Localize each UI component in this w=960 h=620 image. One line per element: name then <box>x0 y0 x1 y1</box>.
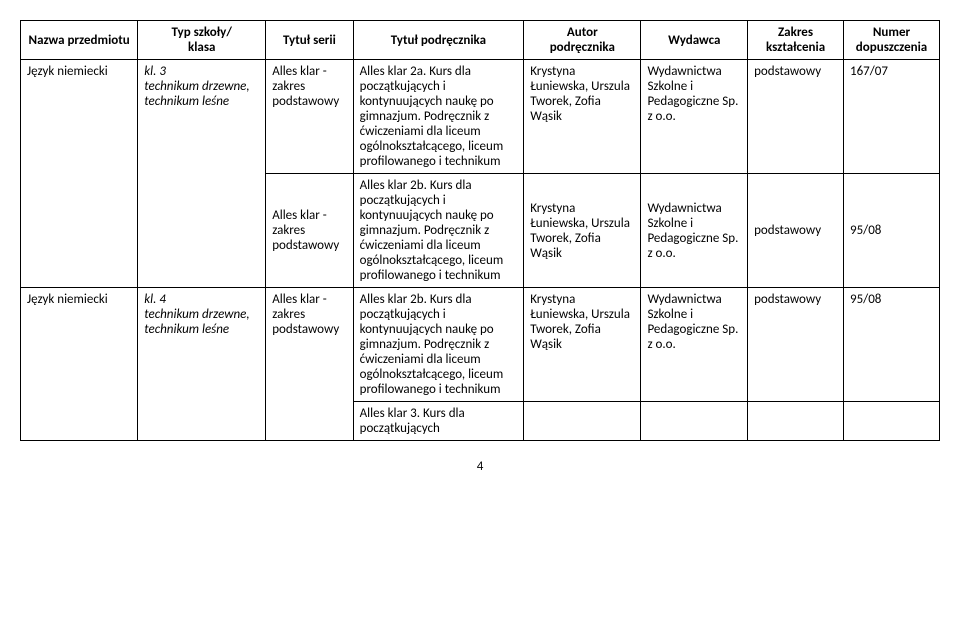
header-author-l2: podręcznika <box>550 40 615 55</box>
cell-series: Alles klar - zakres podstawowy <box>266 288 353 402</box>
cell-type-l1: kl. 3 <box>144 64 166 79</box>
cell-scope: podstawowy <box>748 288 844 402</box>
cell-subject: Język niemiecki <box>21 60 138 174</box>
header-num: Numer dopuszczenia <box>844 21 940 60</box>
textbook-table: Nazwa przedmiotu Typ szkoły/ klasa Tytuł… <box>20 20 940 441</box>
cell-author: Krystyna Łuniewska, Urszula Tworek, Zofi… <box>524 288 641 402</box>
cell-subject: Język niemiecki <box>21 288 138 402</box>
table-row: Język niemiecki kl. 3 technikum drzewne,… <box>21 60 940 174</box>
cell-author <box>524 402 641 441</box>
cell-scope: podstawowy <box>748 60 844 174</box>
cell-series: Alles klar - zakres podstawowy <box>266 60 353 174</box>
cell-title: Alles klar 2b. Kurs dla początkujących i… <box>353 174 524 288</box>
header-subject: Nazwa przedmiotu <box>21 21 138 60</box>
cell-series: Alles klar - zakres podstawowy <box>266 174 353 288</box>
cell-type-l1: kl. 4 <box>144 292 166 307</box>
cell-subject <box>21 402 138 441</box>
header-series: Tytuł serii <box>266 21 353 60</box>
cell-publisher: Wydawnictwa Szkolne i Pedagogiczne Sp. z… <box>641 288 748 402</box>
cell-title-trailing: Alles klar 3. Kurs dla początkujących <box>353 402 524 441</box>
table-row: Język niemiecki kl. 4 technikum drzewne,… <box>21 288 940 402</box>
cell-type <box>138 402 266 441</box>
header-num-l1: Numer <box>873 25 910 40</box>
cell-type-l2: technikum drzewne, <box>144 307 249 322</box>
table-row: Alles klar 3. Kurs dla początkujących <box>21 402 940 441</box>
cell-subject <box>21 174 138 288</box>
header-scope-l1: Zakres <box>778 25 813 40</box>
header-author-l1: Autor <box>567 25 598 40</box>
cell-num: 167/07 <box>844 60 940 174</box>
cell-publisher: Wydawnictwa Szkolne i Pedagogiczne Sp. z… <box>641 174 748 288</box>
cell-author: Krystyna Łuniewska, Urszula Tworek, Zofi… <box>524 60 641 174</box>
cell-publisher <box>641 402 748 441</box>
header-row: Nazwa przedmiotu Typ szkoły/ klasa Tytuł… <box>21 21 940 60</box>
cell-scope: podstawowy <box>748 174 844 288</box>
cell-title: Alles klar 2b. Kurs dla początkujących i… <box>353 288 524 402</box>
header-type-l2: klasa <box>188 40 215 55</box>
cell-num <box>844 402 940 441</box>
cell-type: kl. 4 technikum drzewne, technikum leśne <box>138 288 266 402</box>
cell-series <box>266 402 353 441</box>
header-publisher: Wydawca <box>641 21 748 60</box>
cell-num: 95/08 <box>844 288 940 402</box>
table-row: Alles klar - zakres podstawowy Alles kla… <box>21 174 940 288</box>
cell-title: Alles klar 2a. Kurs dla początkujących i… <box>353 60 524 174</box>
cell-type-l3: technikum leśne <box>144 94 229 109</box>
header-type: Typ szkoły/ klasa <box>138 21 266 60</box>
header-title: Tytuł podręcznika <box>353 21 524 60</box>
cell-type: kl. 3 technikum drzewne, technikum leśne <box>138 60 266 174</box>
cell-author: Krystyna Łuniewska, Urszula Tworek, Zofi… <box>524 174 641 288</box>
header-type-l1: Typ szkoły/ <box>172 25 232 40</box>
cell-type-l3: technikum leśne <box>144 322 229 337</box>
header-scope-l2: kształcenia <box>766 40 825 55</box>
header-num-l2: dopuszczenia <box>856 40 927 55</box>
header-scope: Zakres kształcenia <box>748 21 844 60</box>
cell-scope <box>748 402 844 441</box>
cell-num: 95/08 <box>844 174 940 288</box>
cell-publisher: Wydawnictwa Szkolne i Pedagogiczne Sp. z… <box>641 60 748 174</box>
cell-type <box>138 174 266 288</box>
cell-type-l2: technikum drzewne, <box>144 79 249 94</box>
header-author: Autor podręcznika <box>524 21 641 60</box>
page-number: 4 <box>20 459 940 474</box>
